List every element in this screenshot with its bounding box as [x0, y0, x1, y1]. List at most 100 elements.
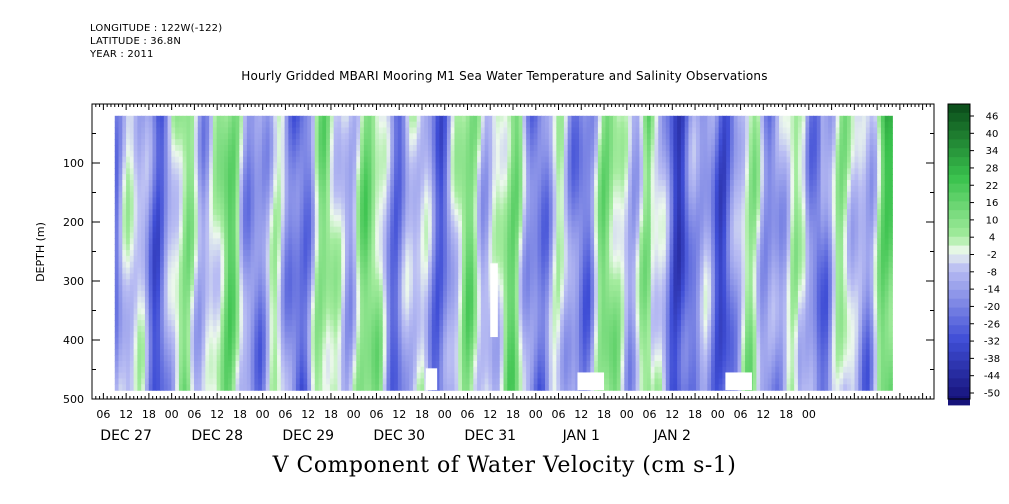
heatmap-cell: [299, 174, 305, 181]
heatmap-cell: [386, 226, 391, 234]
heatmap-cell: [178, 302, 184, 310]
heatmap-cell: [378, 296, 384, 304]
heatmap-cell: [371, 285, 376, 292]
heatmap-cell: [435, 355, 440, 362]
heatmap-cell: [420, 115, 425, 123]
heatmap-cell: [144, 162, 150, 169]
heatmap-cell: [156, 162, 161, 169]
heatmap-cell: [367, 302, 373, 310]
heatmap-cell: [329, 150, 335, 158]
heatmap-cell: [412, 378, 418, 385]
heatmap-cell: [156, 150, 161, 158]
heatmap-cell: [288, 378, 293, 385]
heatmap-cell: [318, 372, 323, 380]
heatmap-cell: [371, 366, 376, 374]
heatmap-cell: [227, 366, 233, 374]
heatmap-cell: [167, 150, 172, 158]
heatmap-cell: [333, 349, 339, 356]
heatmap-cell: [265, 378, 271, 385]
heatmap-cell: [344, 325, 350, 333]
heatmap-cell: [363, 360, 369, 368]
heatmap-cell: [341, 337, 346, 345]
heatmap-cell: [284, 255, 289, 263]
heatmap-cell: [499, 139, 505, 146]
heatmap-cell: [175, 144, 180, 152]
heatmap-cell: [152, 203, 157, 210]
heatmap-cell: [367, 133, 373, 140]
heatmap-cell: [303, 384, 308, 391]
heatmap-cell: [209, 355, 214, 362]
heatmap-cell: [477, 337, 482, 345]
heatmap-cell: [503, 360, 508, 368]
heatmap-cell: [311, 331, 316, 339]
heatmap-cell: [469, 215, 474, 222]
heatmap-cell: [250, 279, 255, 286]
heatmap-cell: [167, 127, 172, 134]
heatmap-cell: [209, 360, 214, 368]
heatmap-cell: [133, 203, 138, 210]
heatmap-cell: [197, 197, 203, 204]
heatmap-cell: [409, 360, 414, 368]
heatmap-cell: [261, 150, 267, 158]
heatmap-cell: [378, 215, 384, 222]
heatmap-cell: [480, 162, 486, 169]
heatmap-cell: [277, 308, 282, 315]
heatmap-cell: [129, 325, 135, 333]
heatmap-cell: [337, 366, 342, 374]
heatmap-cell: [250, 261, 255, 269]
heatmap-cell: [144, 244, 150, 251]
heatmap-cell: [503, 144, 508, 152]
heatmap-cell: [194, 185, 199, 193]
heatmap-cell: [386, 325, 391, 333]
heatmap-cell: [446, 366, 452, 374]
heatmap-cell: [246, 139, 252, 146]
heatmap-cell: [216, 215, 222, 222]
heatmap-cell: [201, 349, 206, 356]
heatmap-cell: [250, 384, 255, 391]
heatmap-cell: [171, 366, 176, 374]
heatmap-cell: [122, 185, 127, 193]
heatmap-cell: [182, 127, 188, 134]
heatmap-cell: [141, 337, 146, 345]
heatmap-cell: [329, 191, 335, 199]
heatmap-cell: [171, 197, 176, 204]
heatmap-cell: [405, 360, 410, 368]
heatmap-cell: [477, 366, 482, 374]
heatmap-cell: [390, 314, 395, 321]
heatmap-cell: [250, 360, 255, 368]
heatmap-cell: [197, 121, 203, 129]
heatmap-cell: [492, 168, 497, 175]
heatmap-cell: [167, 384, 172, 391]
heatmap-cell: [160, 220, 165, 228]
heatmap-cell: [280, 139, 286, 146]
heatmap-cell: [337, 314, 342, 321]
heatmap-cell: [163, 121, 169, 129]
heatmap-cell: [156, 267, 161, 275]
heatmap-cell: [348, 366, 354, 374]
heatmap-cell: [431, 238, 437, 245]
heatmap-cell: [235, 314, 240, 321]
heatmap-cell: [243, 220, 248, 228]
heatmap-cell: [137, 203, 142, 210]
heatmap-cell: [329, 302, 335, 310]
heatmap-cell: [352, 203, 357, 210]
heatmap-cell: [424, 355, 429, 362]
heatmap-cell: [409, 302, 414, 310]
heatmap-cell: [322, 226, 327, 234]
heatmap-cell: [428, 191, 433, 199]
heatmap-cell: [114, 261, 120, 269]
heatmap-cell: [458, 209, 463, 216]
heatmap-cell: [511, 337, 516, 345]
heatmap-cell: [141, 285, 146, 292]
heatmap-cell: [269, 162, 274, 169]
heatmap-cell: [333, 314, 339, 321]
heatmap-cell: [201, 331, 206, 339]
heatmap-cell: [284, 133, 289, 140]
heatmap-cell: [160, 244, 165, 251]
heatmap-cell: [292, 285, 297, 292]
heatmap-cell: [239, 220, 244, 228]
heatmap-cell: [126, 185, 131, 193]
heatmap-cell: [341, 366, 346, 374]
heatmap-cell: [295, 156, 301, 164]
heatmap-cell: [409, 273, 414, 280]
